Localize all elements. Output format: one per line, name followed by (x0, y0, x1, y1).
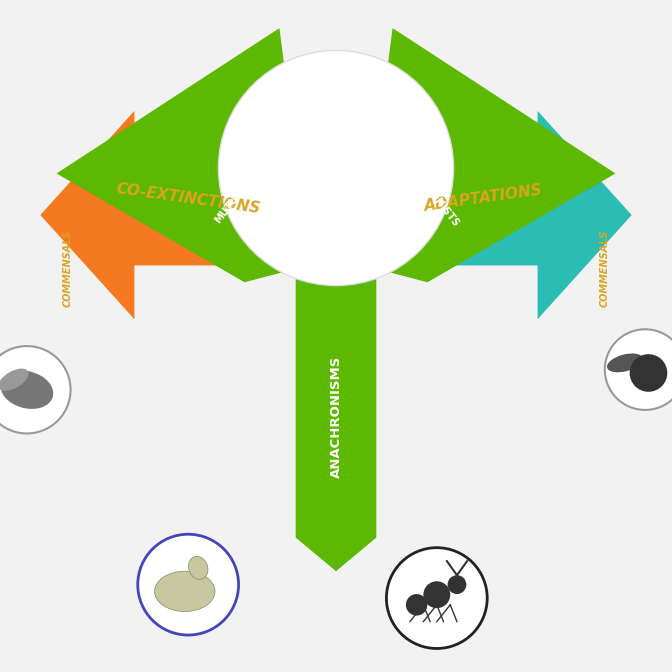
Circle shape (630, 354, 667, 392)
Ellipse shape (189, 556, 208, 579)
Text: MUTUALISTS: MUTUALISTS (213, 164, 264, 226)
Text: ANTAGONISTS: ANTAGONISTS (405, 161, 462, 228)
Polygon shape (40, 111, 323, 319)
Circle shape (138, 534, 239, 635)
Text: COMMENSALS: COMMENSALS (62, 230, 72, 308)
Circle shape (218, 50, 454, 286)
Ellipse shape (155, 571, 215, 612)
Polygon shape (349, 111, 632, 319)
Circle shape (605, 329, 672, 410)
Text: CO-EXTINCTIONS: CO-EXTINCTIONS (115, 181, 261, 216)
Text: ADAPTATIONS: ADAPTATIONS (423, 183, 544, 214)
Ellipse shape (0, 368, 29, 391)
Ellipse shape (1, 370, 53, 409)
Circle shape (448, 575, 466, 594)
Text: ANACHRONISMS: ANACHRONISMS (329, 355, 343, 478)
Circle shape (423, 581, 450, 608)
Circle shape (386, 548, 487, 648)
Circle shape (0, 346, 71, 433)
Ellipse shape (607, 353, 643, 372)
Text: COMMENSALS: COMMENSALS (600, 230, 610, 308)
Polygon shape (56, 28, 616, 571)
Circle shape (406, 594, 427, 616)
